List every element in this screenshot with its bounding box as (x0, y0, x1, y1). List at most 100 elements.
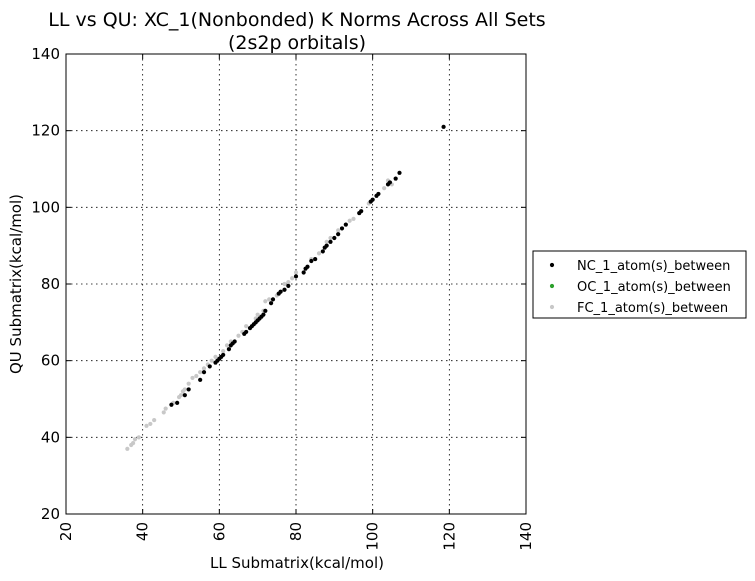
point-FC_1_atom(s)_between (152, 417, 157, 423)
y-tick-label: 120 (31, 122, 60, 140)
point-NC_1_atom(s)_between (293, 274, 299, 279)
x-tick-label: 60 (210, 522, 228, 541)
point-NC_1_atom(s)_between (332, 235, 337, 241)
point-NC_1_atom(s)_between (397, 170, 402, 175)
point-NC_1_atom(s)_between (186, 387, 191, 392)
point-NC_1_atom(s)_between (169, 402, 174, 407)
x-axis-label: LL Submatrix(kcal/mol) (210, 554, 384, 572)
point-NC_1_atom(s)_between (328, 239, 333, 244)
grid-lines (66, 54, 526, 514)
point-FC_1_atom(s)_between (255, 312, 260, 317)
y-tick-label: 100 (31, 198, 60, 216)
point-FC_1_atom(s)_between (347, 218, 352, 223)
point-NC_1_atom(s)_between (232, 339, 237, 344)
point-FC_1_atom(s)_between (130, 440, 136, 446)
point-NC_1_atom(s)_between (336, 232, 341, 237)
point-FC_1_atom(s)_between (244, 324, 249, 329)
point-FC_1_atom(s)_between (290, 276, 295, 281)
x-tick-label: 120 (440, 522, 458, 551)
point-FC_1_atom(s)_between (267, 297, 272, 302)
point-FC_1_atom(s)_between (213, 354, 218, 359)
x-tick-label: 20 (57, 522, 75, 541)
point-NC_1_atom(s)_between (343, 222, 348, 227)
legend-box (532, 250, 747, 319)
point-NC_1_atom(s)_between (198, 377, 203, 382)
point-FC_1_atom(s)_between (236, 333, 241, 338)
point-FC_1_atom(s)_between (382, 186, 387, 191)
point-FC_1_atom(s)_between (328, 235, 333, 241)
point-NC_1_atom(s)_between (387, 180, 393, 185)
point-FC_1_atom(s)_between (324, 239, 329, 244)
point-FC_1_atom(s)_between (351, 216, 356, 221)
x-tick-label: 80 (287, 522, 305, 541)
point-FC_1_atom(s)_between (198, 370, 203, 375)
x-tick-label: 40 (134, 522, 152, 541)
y-axis-label: QU Submatrix(kcal/mol) (7, 194, 25, 374)
legend-label: FC_1_atom(s)_between (577, 301, 728, 316)
y-tick-label: 60 (41, 352, 60, 370)
point-FC_1_atom(s)_between (286, 279, 291, 285)
point-NC_1_atom(s)_between (182, 393, 187, 398)
legend-marker (549, 283, 555, 289)
point-FC_1_atom(s)_between (132, 437, 138, 442)
x-tick-label: 140 (517, 522, 535, 551)
legend-label: OC_1_atom(s)_between (577, 280, 731, 295)
point-NC_1_atom(s)_between (282, 287, 287, 292)
point-FC_1_atom(s)_between (293, 270, 299, 275)
point-FC_1_atom(s)_between (178, 393, 184, 398)
point-FC_1_atom(s)_between (263, 299, 268, 304)
point-NC_1_atom(s)_between (370, 197, 375, 202)
point-FC_1_atom(s)_between (282, 281, 287, 287)
point-NC_1_atom(s)_between (376, 191, 381, 197)
point-FC_1_atom(s)_between (161, 410, 166, 415)
y-tick-label: 80 (41, 275, 60, 293)
y-tick-label: 20 (41, 505, 60, 523)
point-NC_1_atom(s)_between (286, 283, 291, 289)
point-FC_1_atom(s)_between (316, 251, 322, 256)
point-FC_1_atom(s)_between (201, 366, 207, 371)
data-points (125, 124, 446, 451)
point-NC_1_atom(s)_between (313, 256, 318, 262)
point-NC_1_atom(s)_between (320, 249, 325, 254)
point-NC_1_atom(s)_between (324, 243, 329, 248)
chart-subtitle: (2s2p orbitals) (228, 32, 366, 54)
point-NC_1_atom(s)_between (359, 209, 364, 214)
point-NC_1_atom(s)_between (244, 329, 249, 335)
point-NC_1_atom(s)_between (261, 312, 266, 317)
point-NC_1_atom(s)_between (268, 301, 274, 306)
point-FC_1_atom(s)_between (163, 406, 168, 411)
point-NC_1_atom(s)_between (393, 176, 398, 181)
legend-marker (549, 262, 555, 268)
point-FC_1_atom(s)_between (144, 423, 149, 428)
point-FC_1_atom(s)_between (125, 446, 130, 451)
point-NC_1_atom(s)_between (309, 258, 314, 264)
point-FC_1_atom(s)_between (194, 373, 199, 379)
point-NC_1_atom(s)_between (441, 124, 446, 129)
point-FC_1_atom(s)_between (182, 387, 187, 392)
point-NC_1_atom(s)_between (278, 289, 283, 294)
x-tick-label: 100 (364, 522, 382, 551)
legend: NC_1_atom(s)_between OC_1_atom(s)_between… (532, 250, 747, 319)
y-tick-label: 40 (41, 428, 60, 446)
point-NC_1_atom(s)_between (270, 297, 276, 302)
point-NC_1_atom(s)_between (201, 370, 207, 375)
point-NC_1_atom(s)_between (221, 352, 226, 358)
point-NC_1_atom(s)_between (305, 264, 310, 269)
point-NC_1_atom(s)_between (226, 347, 232, 352)
point-NC_1_atom(s)_between (207, 364, 212, 369)
y-tick-label: 140 (31, 45, 60, 63)
point-FC_1_atom(s)_between (336, 228, 341, 233)
point-NC_1_atom(s)_between (339, 226, 345, 231)
axis-ticks: 20 40 60 80 100 120 140 20 40 60 80 100 120 140 (31, 45, 535, 551)
legend-label: NC_1_atom(s)_between (577, 259, 730, 274)
point-FC_1_atom(s)_between (136, 435, 141, 440)
point-FC_1_atom(s)_between (148, 421, 153, 427)
point-FC_1_atom(s)_between (190, 375, 195, 381)
point-NC_1_atom(s)_between (263, 308, 268, 313)
point-FC_1_atom(s)_between (224, 343, 230, 348)
point-NC_1_atom(s)_between (301, 270, 306, 275)
point-FC_1_atom(s)_between (209, 358, 214, 363)
legend-marker (549, 304, 555, 310)
point-FC_1_atom(s)_between (186, 381, 191, 386)
chart-title: LL vs QU: XC_1(Nonbonded) K Norms Across… (48, 9, 545, 31)
